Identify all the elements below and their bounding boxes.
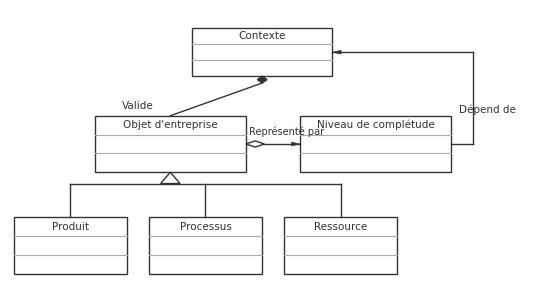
- Polygon shape: [246, 141, 264, 147]
- Bar: [300, 116, 452, 172]
- Bar: [284, 217, 397, 274]
- Text: Processus: Processus: [180, 222, 232, 232]
- Bar: [14, 217, 127, 274]
- Text: Dépend de: Dépend de: [459, 105, 517, 115]
- Bar: [149, 217, 262, 274]
- Text: Ressource: Ressource: [314, 222, 367, 232]
- Polygon shape: [161, 172, 180, 183]
- Text: Niveau de complétude: Niveau de complétude: [317, 120, 435, 130]
- Bar: [94, 116, 246, 172]
- Text: Représenté par: Représenté par: [248, 126, 324, 137]
- Text: Objet d'entreprise: Objet d'entreprise: [123, 120, 218, 130]
- Polygon shape: [292, 142, 300, 146]
- Polygon shape: [333, 50, 341, 54]
- Text: Contexte: Contexte: [239, 31, 286, 41]
- Bar: [192, 28, 333, 76]
- Text: Valide: Valide: [122, 101, 153, 111]
- Text: Produit: Produit: [52, 222, 89, 232]
- Polygon shape: [257, 76, 267, 83]
